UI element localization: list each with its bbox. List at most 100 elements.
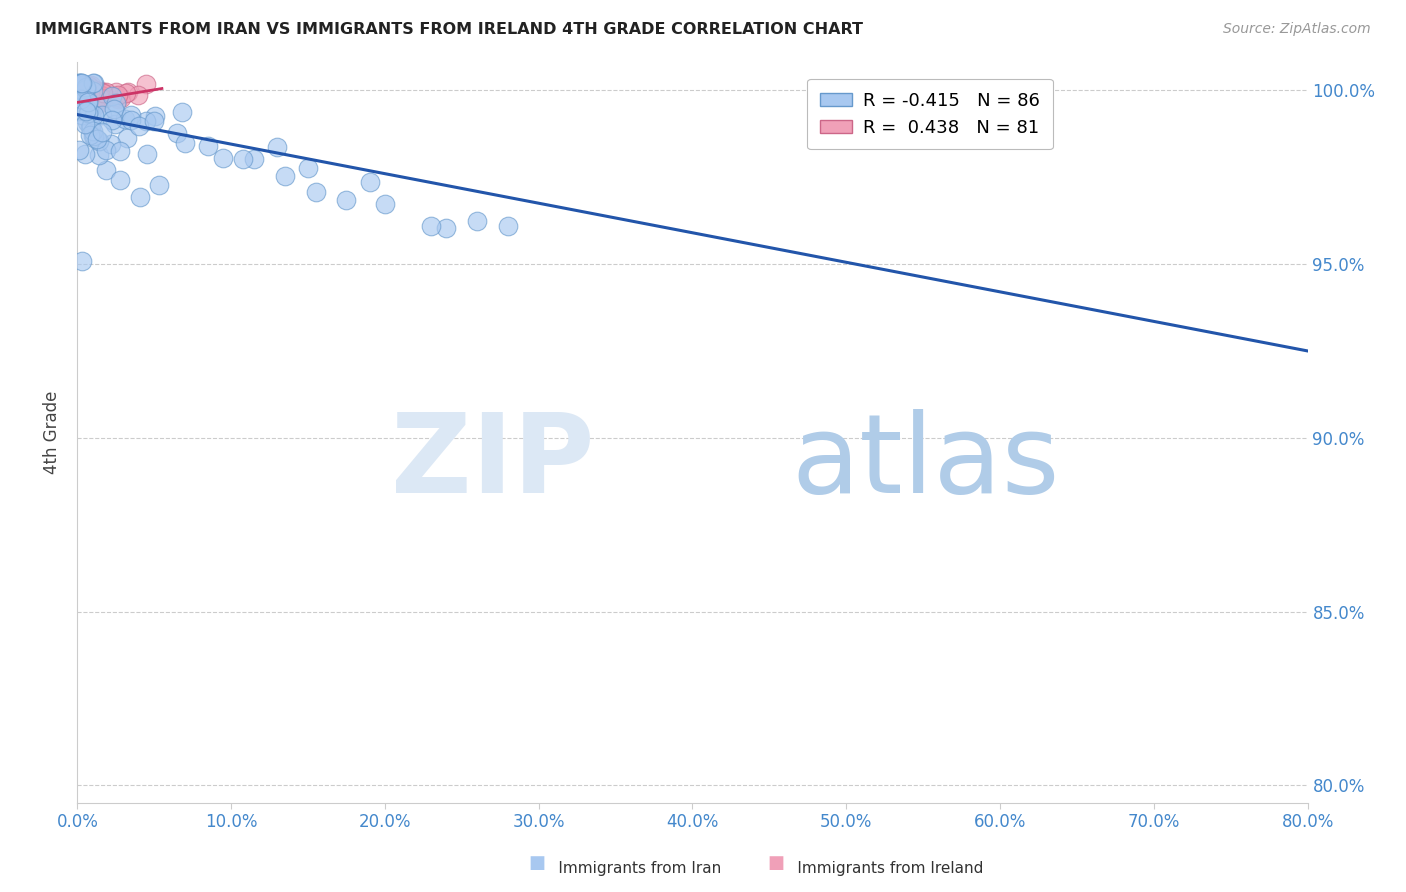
- Point: [136, 146, 159, 161]
- Point: [86, 84, 108, 98]
- Point: [143, 113, 166, 128]
- Point: [70, 99, 93, 113]
- Point: [148, 178, 170, 192]
- Point: [86, 90, 108, 104]
- Point: [107, 87, 129, 102]
- Point: [127, 87, 149, 102]
- Point: [75, 82, 97, 96]
- Text: Immigrants from Ireland: Immigrants from Ireland: [773, 861, 984, 876]
- Point: [70, 94, 93, 108]
- Point: [67, 94, 90, 108]
- Point: [128, 119, 150, 133]
- Point: [70, 89, 93, 103]
- Point: [101, 89, 124, 103]
- Point: [75, 103, 97, 117]
- Point: [75, 82, 97, 96]
- Point: [79, 86, 101, 100]
- Point: [117, 130, 139, 145]
- Point: [89, 84, 111, 98]
- Point: [70, 87, 93, 101]
- Point: [72, 84, 94, 98]
- Point: [91, 125, 114, 139]
- Point: [73, 95, 96, 109]
- Point: [135, 77, 157, 91]
- Point: [374, 197, 396, 211]
- Text: IMMIGRANTS FROM IRAN VS IMMIGRANTS FROM IRELAND 4TH GRADE CORRELATION CHART: IMMIGRANTS FROM IRAN VS IMMIGRANTS FROM …: [35, 22, 863, 37]
- Point: [232, 152, 254, 166]
- Point: [69, 95, 91, 109]
- Point: [84, 93, 107, 107]
- Point: [83, 76, 105, 90]
- Point: [70, 87, 93, 102]
- Point: [70, 76, 93, 90]
- Point: [436, 220, 458, 235]
- Text: ■: ■: [529, 855, 546, 872]
- Point: [79, 91, 101, 105]
- Point: [67, 88, 90, 103]
- Point: [143, 109, 166, 123]
- Point: [76, 115, 98, 129]
- Point: [77, 79, 100, 94]
- Point: [77, 92, 100, 106]
- Point: [70, 99, 93, 113]
- Point: [89, 134, 111, 148]
- Point: [87, 148, 110, 162]
- Point: [67, 96, 90, 111]
- Point: [496, 219, 519, 234]
- Point: [69, 100, 91, 114]
- Point: [335, 193, 357, 207]
- Point: [72, 95, 94, 109]
- Point: [86, 132, 108, 146]
- Point: [90, 108, 112, 122]
- Point: [73, 87, 96, 102]
- Point: [67, 100, 90, 114]
- Text: ■: ■: [768, 855, 785, 872]
- Point: [70, 76, 93, 90]
- Point: [83, 94, 105, 108]
- Point: [76, 105, 98, 120]
- Point: [73, 88, 96, 103]
- Point: [70, 76, 93, 90]
- Text: ZIP: ZIP: [391, 409, 595, 516]
- Point: [80, 78, 103, 93]
- Point: [67, 87, 90, 101]
- Point: [69, 91, 91, 105]
- Point: [73, 95, 96, 110]
- Point: [72, 107, 94, 121]
- Point: [79, 103, 101, 118]
- Point: [77, 94, 100, 108]
- Point: [73, 147, 96, 161]
- Point: [67, 103, 90, 118]
- Point: [110, 173, 132, 187]
- Point: [170, 104, 193, 119]
- Point: [77, 97, 100, 112]
- Point: [105, 90, 128, 104]
- Point: [82, 129, 104, 144]
- Point: [75, 117, 97, 131]
- Text: Immigrants from Iran: Immigrants from Iran: [534, 861, 721, 876]
- Point: [104, 85, 127, 99]
- Point: [84, 97, 107, 112]
- Point: [91, 86, 114, 100]
- Point: [83, 107, 105, 121]
- Point: [114, 112, 136, 127]
- Point: [89, 95, 111, 110]
- Point: [197, 139, 219, 153]
- Point: [420, 219, 443, 233]
- Point: [82, 76, 104, 90]
- Point: [89, 91, 111, 105]
- Point: [77, 95, 100, 110]
- Point: [94, 143, 117, 157]
- Y-axis label: 4th Grade: 4th Grade: [44, 391, 62, 475]
- Point: [67, 98, 90, 112]
- Point: [79, 128, 101, 142]
- Point: [100, 137, 122, 152]
- Point: [91, 90, 114, 104]
- Point: [128, 190, 150, 204]
- Point: [67, 95, 90, 110]
- Point: [79, 120, 101, 135]
- Point: [108, 145, 131, 159]
- Point: [79, 86, 101, 100]
- Point: [98, 88, 121, 103]
- Point: [465, 214, 488, 228]
